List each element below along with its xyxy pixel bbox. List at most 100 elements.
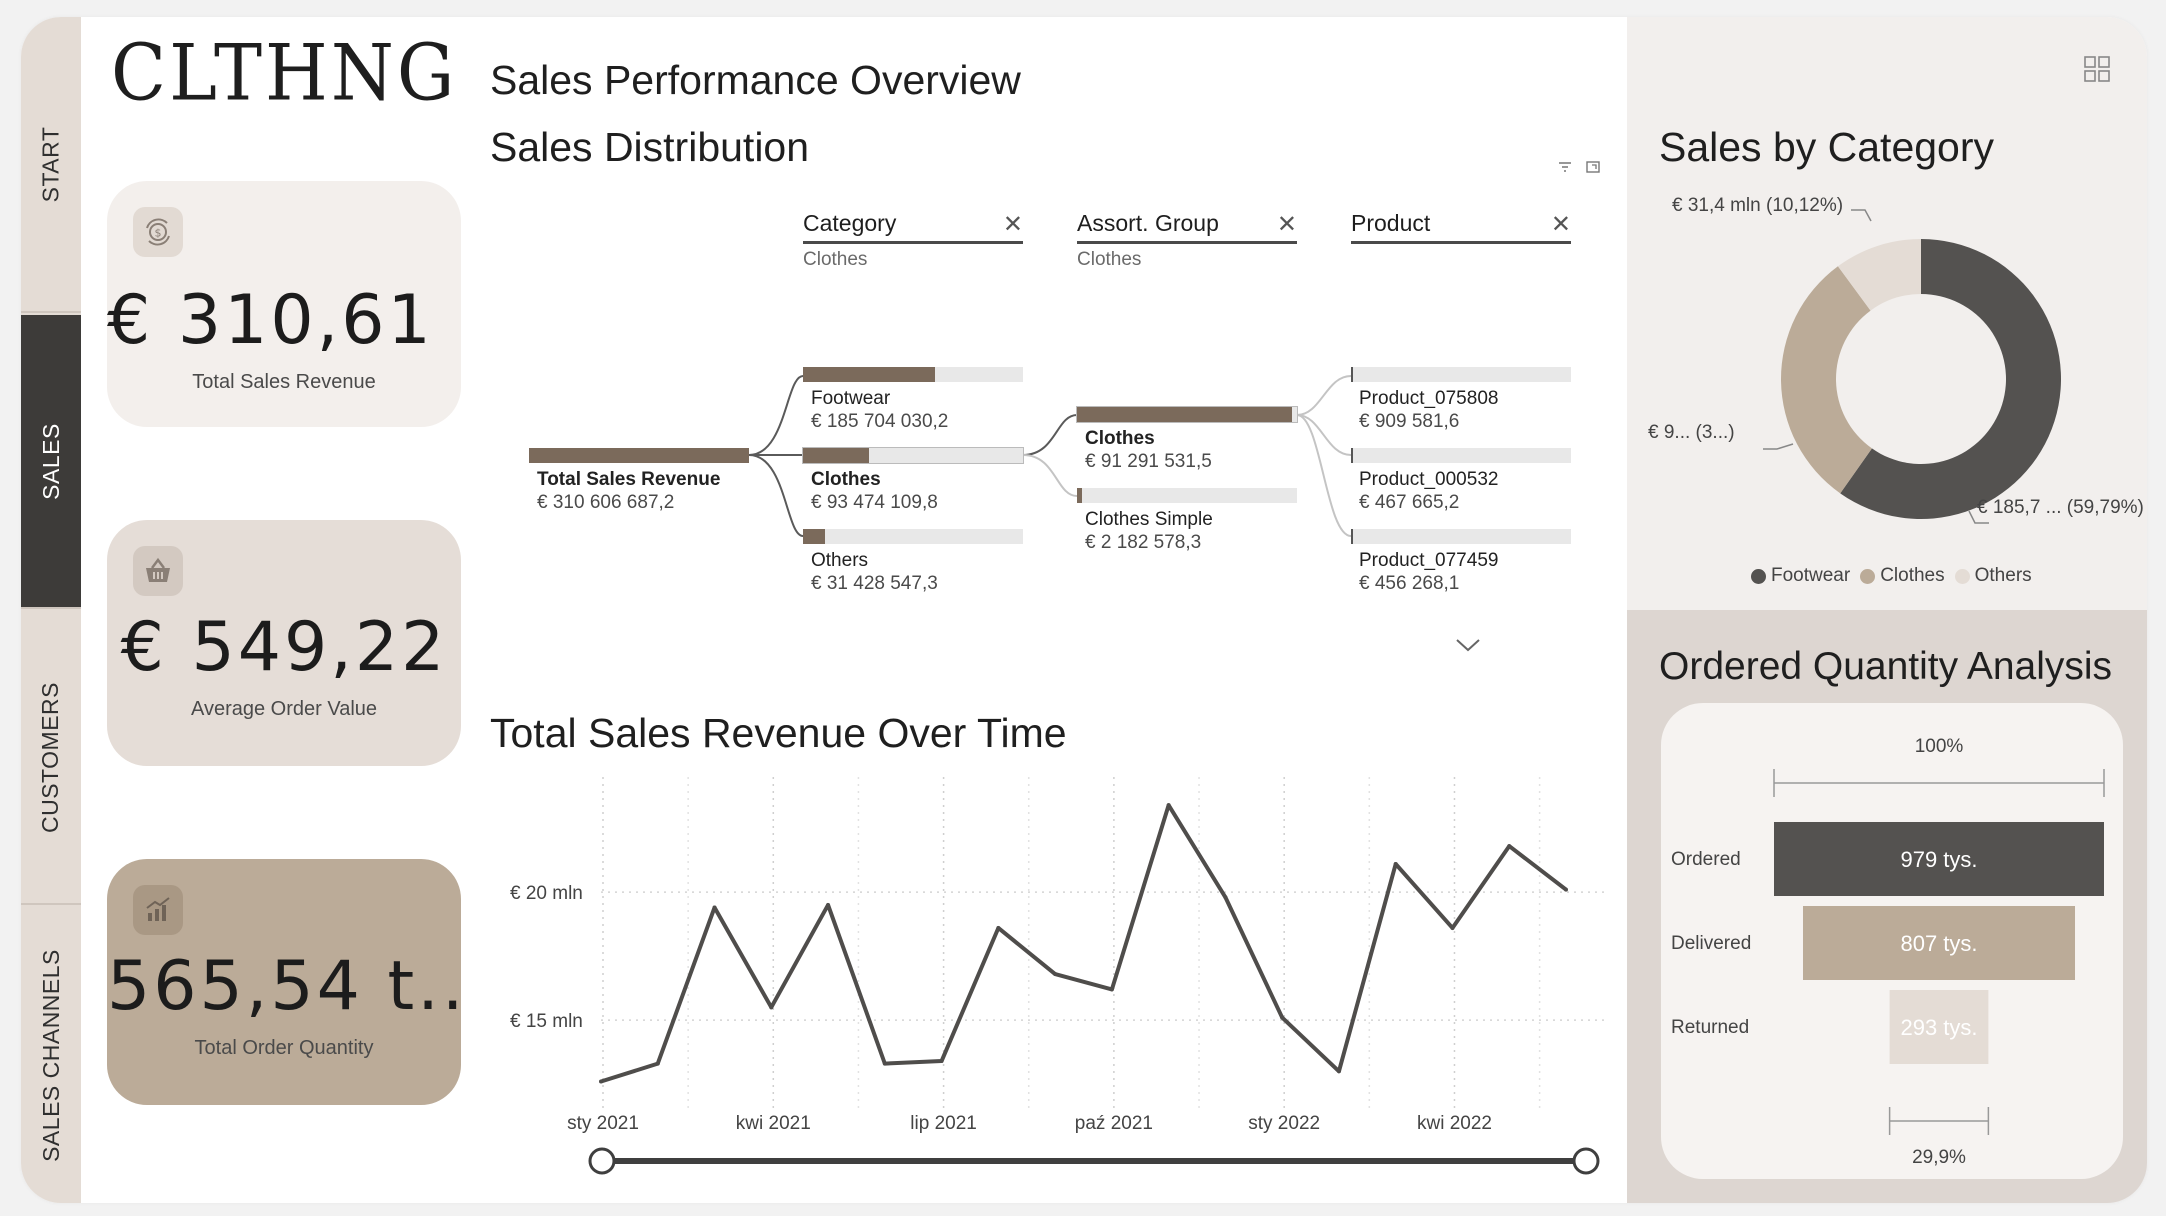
tree-node-product[interactable]: Product_000532 € 467 665,2 <box>1351 448 1571 514</box>
tree-node-product[interactable]: Product_077459 € 456 268,1 <box>1351 529 1571 595</box>
sales-by-category-title: Sales by Category <box>1659 124 1995 170</box>
data-point <box>1564 887 1568 892</box>
donut-label-clothes: € 9... (3...) <box>1648 422 1735 443</box>
funnel-bar-delivered[interactable] <box>1802 906 2076 980</box>
brand-logo: CLTHNG <box>111 27 458 118</box>
close-icon[interactable]: ✕ <box>1276 210 1297 238</box>
filter-icon[interactable] <box>1557 159 1573 175</box>
data-point <box>1336 1069 1341 1074</box>
tree-node-group-clothes[interactable]: Clothes € 91 291 531,5 <box>1076 406 1298 473</box>
tree-node-group-clothes-simple[interactable]: Clothes Simple € 2 182 578,3 <box>1077 488 1297 554</box>
kpi-total-sales-revenue: $ € 310,61 ... Total Sales Revenue <box>107 181 461 427</box>
nav-rail: START SALES CUSTOMERS SALES CHANNELS <box>21 17 81 1203</box>
data-point <box>939 1059 944 1064</box>
chevron-down-icon[interactable] <box>1453 635 1483 655</box>
tree-node-clothes[interactable]: Clothes € 93 474 109,8 <box>802 447 1024 514</box>
tree-level-category[interactable]: Category ✕ <box>803 210 1023 244</box>
leader-line <box>1968 510 1989 524</box>
data-point <box>1166 803 1171 808</box>
legend-item-clothes[interactable]: Clothes <box>1860 565 1945 587</box>
node-value: € 467 665,2 <box>1359 492 1460 513</box>
node-value: € 909 581,6 <box>1359 411 1460 432</box>
node-label: Clothes <box>811 469 881 490</box>
kpi-label: Total Sales Revenue <box>192 371 376 393</box>
donut-label-footwear: € 185,7 ... (59,79%) <box>1977 497 2144 518</box>
data-point <box>1393 862 1398 867</box>
tree-node-product[interactable]: Product_075808 € 909 581,6 <box>1351 367 1571 433</box>
funnel-row-label: Ordered <box>1671 849 1741 870</box>
donut-legend: Footwear Clothes Others <box>1751 565 2032 587</box>
leader-line <box>1763 443 1794 450</box>
y-tick-label: € 20 mln <box>510 883 583 904</box>
tree-level-selection: Clothes <box>803 249 868 270</box>
legend-item-others[interactable]: Others <box>1954 565 2032 587</box>
node-label: Product_075808 <box>1359 388 1499 409</box>
kpi-value: 565,54 t... <box>107 947 461 1026</box>
data-point <box>1280 1015 1285 1020</box>
kpi-value: € 549,22 <box>120 608 448 687</box>
close-icon[interactable]: ✕ <box>1550 210 1571 238</box>
x-tick-label: kwi 2021 <box>736 1113 811 1134</box>
legend-item-footwear[interactable]: Footwear <box>1751 565 1850 587</box>
funnel-bar-returned[interactable] <box>1889 990 1989 1064</box>
data-point <box>996 925 1001 930</box>
node-value: € 2 182 578,3 <box>1085 532 1202 553</box>
tree-level-title: Category <box>803 210 897 236</box>
node-value: € 31 428 547,3 <box>811 573 938 594</box>
ordered-quantity-title: Ordered Quantity Analysis <box>1659 645 2113 688</box>
data-point <box>599 1079 603 1084</box>
tab-customers[interactable]: CUSTOMERS <box>21 611 81 905</box>
kpi-label: Average Order Value <box>190 698 378 720</box>
data-point <box>1223 895 1228 900</box>
funnel-row-label: Returned <box>1671 1017 1749 1038</box>
funnel-value: 293 tys. <box>1900 1015 1977 1040</box>
tab-start[interactable]: START <box>21 17 81 313</box>
kpi-average-order-value: € 549,22 Average Order Value <box>107 520 461 766</box>
close-icon[interactable]: ✕ <box>1002 210 1023 238</box>
slider-handle-end[interactable] <box>1572 1147 1600 1175</box>
funnel-bar-ordered[interactable] <box>1774 822 2104 896</box>
funnel-value: 979 tys. <box>1900 847 1977 872</box>
funnel-value: 807 tys. <box>1900 931 1977 956</box>
funnel-bottom-percent: 29,9% <box>1912 1147 1966 1168</box>
node-label: Clothes Simple <box>1085 509 1213 530</box>
node-value: € 185 704 030,2 <box>811 411 949 432</box>
data-point <box>1053 972 1058 977</box>
tree-level-selection: Clothes <box>1077 249 1142 270</box>
tab-sales[interactable]: SALES <box>21 315 81 609</box>
grid-view-icon[interactable] <box>2083 55 2111 83</box>
tree-connectors <box>748 375 1352 537</box>
focus-mode-icon[interactable] <box>1585 159 1601 175</box>
node-label: Clothes <box>1085 428 1155 449</box>
growth-chart-icon <box>133 885 183 935</box>
revenue-line-chart: € 15 mln € 20 mln sty 2021 kwi 2021 lip 2021… <box>510 777 1606 1175</box>
tree-node-others[interactable]: Others € 31 428 547,3 <box>803 529 1023 595</box>
slider-handle-start[interactable] <box>588 1147 616 1175</box>
data-point <box>882 1061 887 1066</box>
node-value: € 91 291 531,5 <box>1085 451 1212 472</box>
tree-level-product[interactable]: Product ✕ <box>1351 210 1571 244</box>
data-point <box>712 905 717 910</box>
slice-footwear[interactable] <box>1840 239 2061 519</box>
funnel-top-percent: 100% <box>1915 736 1964 757</box>
data-point <box>769 1005 774 1010</box>
tree-level-assort-group[interactable]: Assort. Group ✕ <box>1077 210 1297 244</box>
kpi-total-order-quantity: 565,54 t... Total Order Quantity <box>107 859 461 1105</box>
slice-clothes[interactable] <box>1781 266 1872 494</box>
kpi-label: Total Order Quantity <box>194 1037 374 1059</box>
tree-node-root[interactable]: Total Sales Revenue € 310 606 687,2 <box>529 448 749 514</box>
data-point <box>1507 844 1512 849</box>
basket-icon <box>133 546 183 596</box>
series-line <box>600 803 1568 1084</box>
sales-distribution-title: Sales Distribution <box>490 124 810 170</box>
report-canvas: START SALES CUSTOMERS SALES CHANNELS CLT… <box>21 17 2147 1203</box>
tree-node-footwear[interactable]: Footwear € 185 704 030,2 <box>803 367 1023 433</box>
x-tick-label: sty 2021 <box>567 1113 639 1134</box>
slice-others[interactable] <box>1837 239 1921 311</box>
node-label: Total Sales Revenue <box>537 469 721 490</box>
funnel-row-label: Delivered <box>1671 933 1751 954</box>
quantity-funnel-chart: 100% Ordered 979 tys. Delivered 807 tys. Retu… <box>1671 736 2105 1168</box>
leader-line <box>1851 209 1872 222</box>
data-point <box>1450 925 1455 930</box>
